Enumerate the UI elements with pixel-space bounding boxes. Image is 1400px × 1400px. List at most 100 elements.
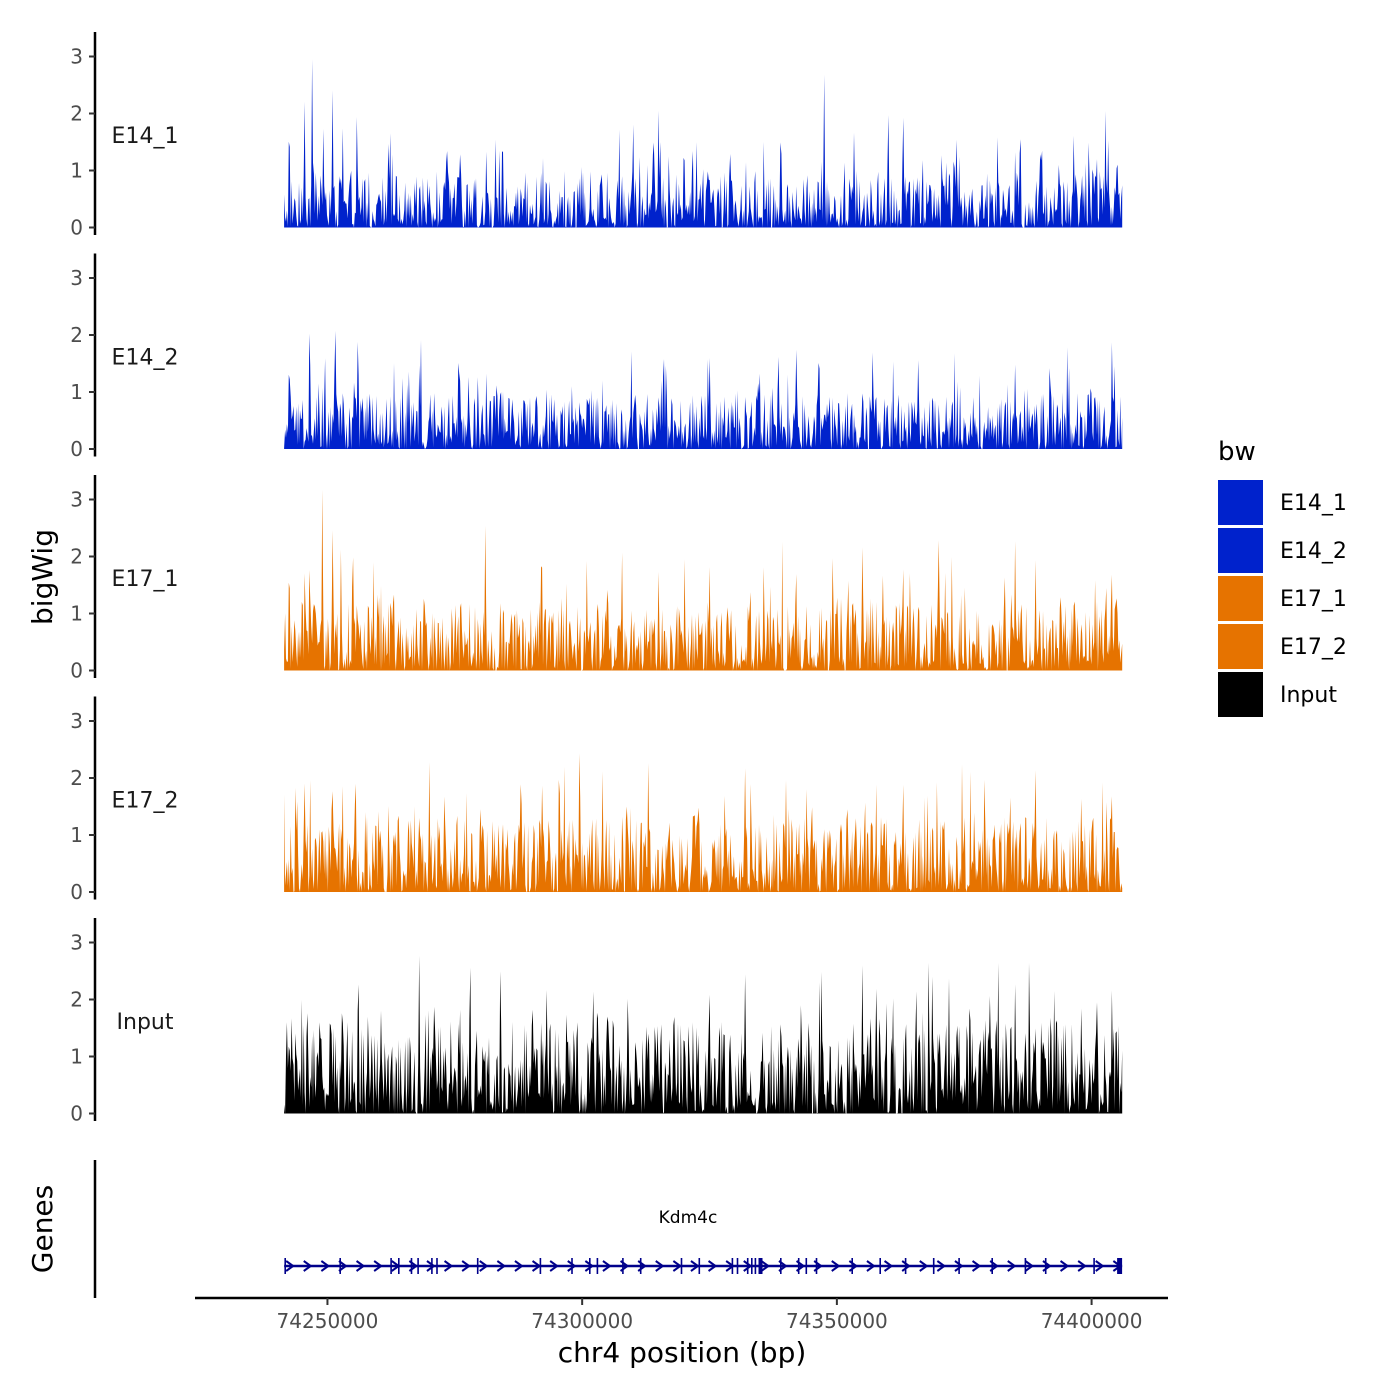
strand-arrow xyxy=(567,1260,577,1272)
y-tick-label: 1 xyxy=(70,602,83,626)
strand-arrow xyxy=(866,1260,876,1272)
legend-key-e17-1 xyxy=(1218,576,1263,621)
gene-exon xyxy=(698,1258,701,1274)
strand-arrow xyxy=(760,1260,771,1272)
gene-exon xyxy=(539,1258,542,1274)
gene-exon xyxy=(476,1258,479,1274)
track-panel-e17-1: 0 1 2 3 E17_1 xyxy=(70,475,1123,683)
signal-area xyxy=(284,330,1123,449)
strand-arrow xyxy=(496,1260,507,1272)
strand-arrow xyxy=(901,1260,911,1272)
gene-model: Kdm4c xyxy=(284,1208,1123,1274)
y-tick-label: 0 xyxy=(70,880,83,904)
strand-arrow xyxy=(338,1260,348,1272)
y-tick-label: 0 xyxy=(70,1102,83,1126)
gene-name-label: Kdm4c xyxy=(659,1208,718,1228)
track-label: Input xyxy=(117,1010,174,1035)
y-tick-label: 2 xyxy=(70,766,83,790)
x-tick-label: 74350000 xyxy=(786,1309,888,1333)
strand-arrow xyxy=(303,1260,313,1272)
gene-exon xyxy=(431,1258,433,1274)
y-tick-label: 1 xyxy=(70,380,83,404)
y-tick-label: 0 xyxy=(70,437,83,461)
gene-exon xyxy=(1093,1258,1095,1274)
x-tick-label: 74300000 xyxy=(531,1309,633,1333)
strand-arrow xyxy=(936,1260,947,1272)
gene-exon xyxy=(932,1258,935,1274)
strand-arrow xyxy=(373,1260,383,1272)
y-tick-label: 0 xyxy=(70,216,83,240)
gene-exon xyxy=(639,1258,642,1274)
strand-arrow xyxy=(461,1260,471,1272)
strand-arrow xyxy=(514,1260,524,1272)
y-tick-label: 3 xyxy=(70,488,83,512)
signal-area xyxy=(284,59,1123,228)
gene-exon xyxy=(1044,1258,1047,1274)
x-tick-label: 74250000 xyxy=(277,1309,379,1333)
legend-label: E17_2 xyxy=(1280,635,1347,660)
legend-key-e17-2 xyxy=(1218,624,1263,669)
strand-arrow xyxy=(1007,1260,1017,1272)
strand-arrow xyxy=(285,1260,295,1272)
gene-exon xyxy=(417,1258,419,1274)
gene-exon xyxy=(596,1258,599,1274)
strand-arrow xyxy=(320,1260,331,1272)
x-tick-label: 74400000 xyxy=(1041,1309,1143,1333)
strand-arrow xyxy=(584,1260,595,1272)
gene-exon xyxy=(958,1258,960,1274)
strand-arrow xyxy=(602,1260,612,1272)
track-label: E14_1 xyxy=(112,124,179,149)
gene-exon xyxy=(851,1258,853,1274)
y-tick-label: 2 xyxy=(70,102,83,126)
legend-label: E17_1 xyxy=(1280,587,1347,612)
legend-label: E14_2 xyxy=(1280,539,1347,564)
gene-exon xyxy=(736,1258,739,1274)
strand-arrow xyxy=(655,1260,665,1272)
y-tick-label: 3 xyxy=(70,266,83,290)
legend-key-e14-1 xyxy=(1218,480,1263,525)
legend-label: Input xyxy=(1280,683,1337,708)
y-tick-label: 2 xyxy=(70,988,83,1012)
strand-arrow xyxy=(672,1260,683,1272)
signal-area xyxy=(284,955,1123,1114)
gene-exon xyxy=(398,1258,400,1274)
gene-exon xyxy=(797,1258,800,1274)
track-label: E17_2 xyxy=(112,789,179,814)
gene-exon xyxy=(780,1258,782,1274)
y-tick-label: 2 xyxy=(70,545,83,569)
gene-exon xyxy=(589,1258,591,1274)
track-panel-input: 0 1 2 3 Input xyxy=(70,918,1123,1126)
track-panel-e14-1: 0 1 2 3 E14_1 xyxy=(70,32,1123,240)
strand-arrow xyxy=(831,1260,841,1272)
legend-title: bw xyxy=(1218,437,1256,467)
gene-track: Kdm4c xyxy=(93,1160,1123,1298)
y-tick-label: 3 xyxy=(70,931,83,955)
gene-exon xyxy=(746,1258,749,1274)
gene-exon xyxy=(622,1258,624,1274)
legend: bw E14_1 E14_2 E17_1 E17_2 Input xyxy=(1218,437,1347,717)
gene-exon xyxy=(879,1258,881,1274)
y-tick-label: 1 xyxy=(70,159,83,183)
strand-arrow xyxy=(707,1260,718,1272)
gene-exon xyxy=(805,1258,808,1274)
gene-exon xyxy=(680,1258,683,1274)
y-tick-label: 1 xyxy=(70,823,83,847)
gene-exon xyxy=(284,1258,286,1274)
y-tick-label: 3 xyxy=(70,45,83,69)
strand-arrow xyxy=(549,1260,559,1272)
y-tick-label: 2 xyxy=(70,323,83,347)
strand-arrow xyxy=(919,1260,929,1272)
legend-key-e14-2 xyxy=(1218,528,1263,573)
track-panel-e17-2: 0 1 2 3 E17_2 xyxy=(70,696,1123,904)
gene-exon xyxy=(751,1258,753,1274)
strand-arrow xyxy=(479,1260,489,1272)
track-panel-e14-2: 0 1 2 3 E14_2 xyxy=(70,253,1123,461)
gene-exon xyxy=(731,1258,734,1274)
legend-label: E14_1 xyxy=(1280,491,1347,516)
signal-panels: 0 1 2 3 E14_1 0 1 2 3 E14_2 0 1 2 3 E17_1 0 1 2 3 E17_2 0 1 2 3… xyxy=(70,32,1123,1126)
strand-arrow xyxy=(531,1260,542,1272)
y-tick-label: 0 xyxy=(70,659,83,683)
strand-arrow xyxy=(1077,1260,1087,1272)
gene-exon xyxy=(758,1258,763,1274)
